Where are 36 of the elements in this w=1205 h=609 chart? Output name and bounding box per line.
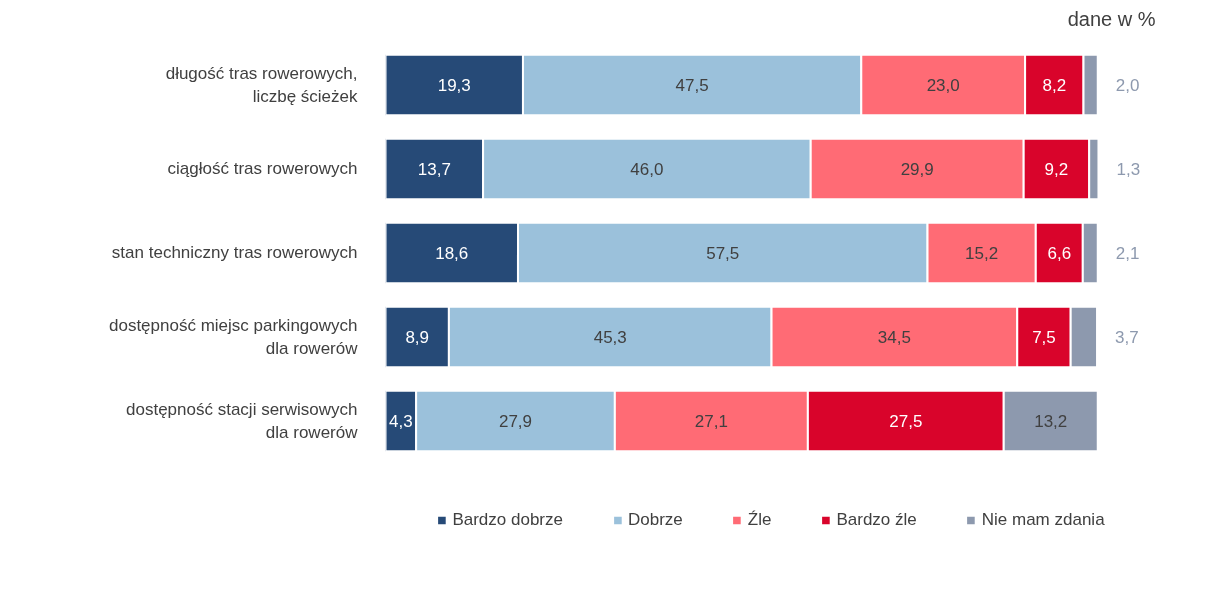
data-label: 4,3 — [389, 412, 413, 432]
text: dane w % — [1067, 7, 1156, 30]
data-label: 23,0 — [926, 75, 960, 95]
data-label: 9,2 — [1044, 159, 1069, 179]
data-label: 8,9 — [405, 328, 430, 348]
data-label: 27,9 — [498, 412, 533, 432]
data-label: 27,5 — [889, 412, 923, 432]
data-label: 7,5 — [1032, 328, 1056, 348]
y-tick-label: dostępność miejsc parkingowych dla rowerów — [108, 316, 359, 358]
legend-label: Bardzo źle — [836, 510, 917, 530]
data-label: 34,5 — [877, 328, 911, 348]
data-label: 19,3 — [437, 75, 471, 95]
y-tick-label: długość tras rowerowych, liczbę ścieżek — [165, 64, 358, 106]
data-label: 13,7 — [417, 159, 451, 179]
legend-label: Źle — [747, 510, 772, 530]
data-label: 8,2 — [1042, 75, 1067, 95]
y-tick-label: ciągłość tras rowerowych — [167, 159, 358, 179]
data-label: 6,6 — [1047, 243, 1072, 263]
data-label: 13,2 — [1034, 412, 1068, 432]
legend-label: Dobrze — [627, 510, 683, 530]
y-tick-label: dostępność stacji serwisowych dla rowerów — [126, 400, 359, 442]
data-label: 2,0 — [1115, 75, 1140, 95]
data-label: 47,5 — [675, 75, 709, 95]
y-tick-label: stan techniczny tras rowerowych — [111, 243, 358, 263]
data-label: 27,1 — [694, 412, 728, 432]
data-label: 57,5 — [706, 243, 740, 263]
data-label: 46,0 — [630, 159, 664, 179]
data-label: 29,9 — [900, 159, 934, 179]
data-label: 2,1 — [1115, 243, 1140, 263]
data-label: 3,7 — [1115, 328, 1139, 348]
data-label: 1,3 — [1116, 159, 1141, 179]
data-label: 15,2 — [965, 243, 999, 263]
legend-label: Nie mam zdania — [981, 510, 1105, 530]
data-label: 18,6 — [435, 243, 469, 263]
legend-label: Bardzo dobrze — [452, 510, 563, 530]
data-label: 45,3 — [593, 328, 627, 348]
